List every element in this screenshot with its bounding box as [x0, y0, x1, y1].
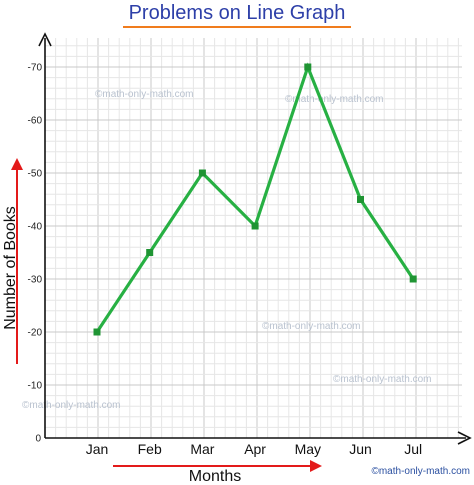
data-point: [198, 169, 206, 177]
y-axis-label: Number of Books: [2, 206, 19, 330]
data-point: [146, 249, 154, 256]
x-tick-label: Jan: [86, 441, 109, 457]
x-tick-labels: Jan Feb Mar Apr May Jun Jul: [86, 441, 422, 457]
data-point: [357, 196, 364, 203]
y-label-arrowhead-icon: [11, 158, 23, 170]
watermark-layer: ©math-only-math.com ©math-only-math.com ©m…: [22, 89, 432, 411]
data-point: [409, 275, 417, 283]
x-tick-label: Apr: [244, 441, 266, 457]
y-tick-label: -20: [28, 328, 43, 339]
y-tick-label: -40: [28, 222, 43, 233]
credit-text: ©math-only-math.com: [371, 466, 470, 477]
data-point: [93, 328, 101, 336]
data-point: [251, 222, 259, 230]
y-tick-label: -30: [28, 275, 43, 286]
chart-title: Problems on Line Graph: [129, 2, 346, 24]
watermark-text: ©math-only-math.com: [95, 89, 194, 100]
y-tick-label: -50: [28, 169, 43, 180]
y-axis-arrow-icon: [38, 32, 52, 47]
x-label-arrowhead-icon: [310, 460, 322, 472]
watermark-text: ©math-only-math.com: [285, 94, 384, 105]
y-tick-label: -60: [28, 116, 43, 127]
x-tick-label: May: [295, 441, 321, 457]
chart-grid: [44, 38, 462, 439]
y-tick-label: 0: [35, 434, 41, 445]
series-line: [95, 62, 415, 333]
watermark-text: ©math-only-math.com: [262, 321, 361, 332]
x-tick-label: Jun: [349, 441, 372, 457]
y-tick-label: -10: [28, 381, 43, 392]
data-point: [304, 63, 312, 71]
plot-area: [93, 62, 417, 336]
x-tick-label: Jul: [404, 441, 422, 457]
x-axis-arrow-icon: [457, 431, 472, 445]
y-tick-label: -70: [28, 63, 43, 74]
watermark-text: ©math-only-math.com: [333, 374, 432, 385]
x-tick-label: Feb: [138, 441, 162, 457]
y-tick-labels: 0 -10 -20 -30 -40 -50 -60 -70: [28, 63, 43, 445]
x-axis-label: Months: [189, 468, 241, 485]
x-tick-label: Mar: [190, 441, 214, 457]
watermark-text: ©math-only-math.com: [22, 400, 121, 411]
